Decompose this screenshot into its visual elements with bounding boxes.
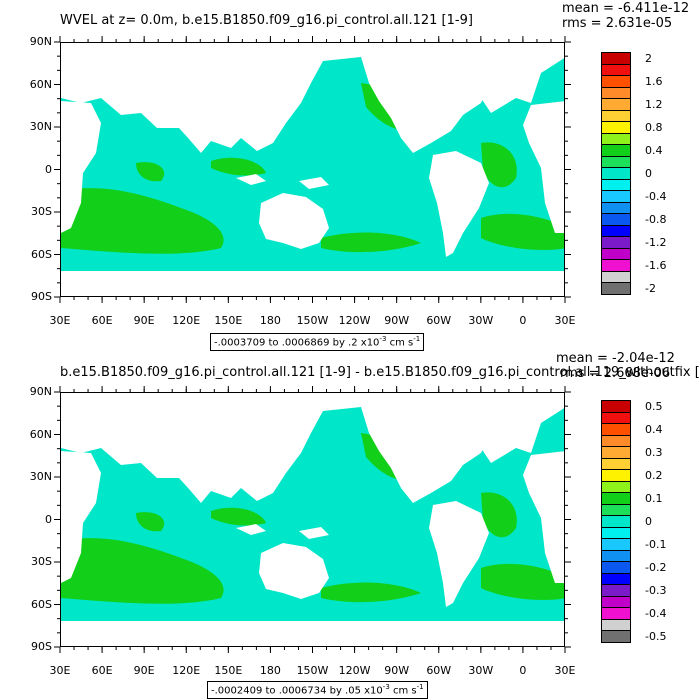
lon-tick-label: 30E [554, 664, 576, 677]
colorbar-label: -0.4 [645, 189, 667, 203]
lat-tick-label: 90N [29, 385, 52, 398]
lon-tick-label: 120W [338, 314, 371, 327]
colorbar-label: -0.8 [645, 212, 667, 226]
colorbar-swatch [601, 282, 631, 295]
colorbar-label: -0.3 [645, 583, 667, 597]
colorbar-label: -2 [645, 281, 656, 295]
bottom-title: b.e15.B1850.f09_g16.pi_control.all.121 [… [60, 365, 700, 380]
lon-tick-label: 150W [296, 314, 329, 327]
colorbar-label: -1.2 [645, 235, 667, 249]
colorbar-label: 2 [645, 51, 652, 65]
colorbar-label: -0.5 [645, 629, 667, 643]
lon-tick-label: 60W [426, 314, 452, 327]
top-rms: rms = 2.631e-05 [562, 16, 673, 31]
lon-tick-label: 90W [384, 664, 410, 677]
colorbar-label: -0.2 [645, 560, 667, 574]
lat-tick-label: 90S [31, 290, 52, 303]
colorbar-label: 0.8 [645, 120, 663, 134]
colorbar-label: 0.3 [645, 445, 663, 459]
lon-tick-label: 90W [384, 314, 410, 327]
lon-tick-label: 150E [214, 664, 243, 677]
colorbar-label: -1.6 [645, 258, 667, 272]
colorbar-label: 0 [645, 166, 652, 180]
lon-tick-label: 60W [426, 664, 452, 677]
top-map-field [61, 43, 564, 296]
colorbar-label: 1.6 [645, 74, 663, 88]
lon-tick-label: 60E [91, 664, 113, 677]
colorbar-label: 0.4 [645, 143, 663, 157]
colorbar-label: 0.2 [645, 468, 663, 482]
lon-tick-label: 180 [259, 314, 281, 327]
lat-tick-label: 0 [45, 162, 52, 176]
lon-tick-label: 120E [172, 664, 201, 677]
lon-tick-label: 30E [49, 664, 71, 677]
lon-tick-label: 90E [133, 664, 155, 677]
lon-tick-label: 30W [468, 664, 494, 677]
lon-tick-label: 0 [519, 314, 527, 327]
top-map-plot [60, 42, 565, 297]
lat-tick-label: 0 [45, 512, 52, 526]
bottom-mean: mean = -2.04e-12 [556, 351, 675, 366]
lon-tick-label: 120W [338, 664, 371, 677]
colorbar-label: -0.4 [645, 606, 667, 620]
top-contour-info: -.0003709 to .0006869 by .2 x10-3 cm s-1 [210, 333, 425, 352]
lon-tick-label: 30E [49, 314, 71, 327]
lon-tick-label: 30W [468, 314, 494, 327]
lat-tick-label: 30N [29, 470, 52, 483]
lon-tick-label: 90E [133, 314, 155, 327]
lon-tick-label: 150W [296, 664, 329, 677]
colorbar-label: -0.1 [645, 537, 667, 551]
colorbar-label: 1.2 [645, 97, 663, 111]
colorbar-label: 0.4 [645, 422, 663, 436]
lon-tick-label: 0 [519, 664, 527, 677]
lat-tick-label: 90S [31, 640, 52, 653]
lon-tick-label: 180 [259, 664, 281, 677]
lon-tick-label: 60E [91, 314, 113, 327]
lat-tick-label: 60N [29, 427, 52, 441]
lon-tick-label: 150E [214, 314, 243, 327]
lat-tick-label: 90N [29, 35, 52, 48]
bottom-rms: rms = 2.668e-06 [560, 366, 671, 381]
colorbar-label: 0 [645, 514, 652, 528]
colorbar-swatch [601, 630, 631, 643]
lat-tick-label: 30N [29, 120, 52, 133]
top-title: WVEL at z= 0.0m, b.e15.B1850.f09_g16.pi_… [60, 13, 473, 28]
colorbar-label: 0.5 [645, 399, 663, 413]
colorbar-label: 0.1 [645, 491, 663, 505]
lat-tick-label: 30S [31, 205, 52, 218]
bottom-map-plot [60, 392, 565, 647]
bottom-contour-info: -.0002409 to .0006734 by .05 x10-3 cm s-… [207, 681, 428, 700]
lat-tick-label: 60N [29, 77, 52, 91]
lat-tick-label: 60S [31, 247, 52, 261]
bottom-map-field [61, 393, 564, 646]
lat-tick-label: 60S [31, 597, 52, 611]
lat-tick-label: 30S [31, 555, 52, 568]
lon-tick-label: 30E [554, 314, 576, 327]
top-mean: mean = -6.411e-12 [562, 1, 690, 16]
lon-tick-label: 120E [172, 314, 201, 327]
